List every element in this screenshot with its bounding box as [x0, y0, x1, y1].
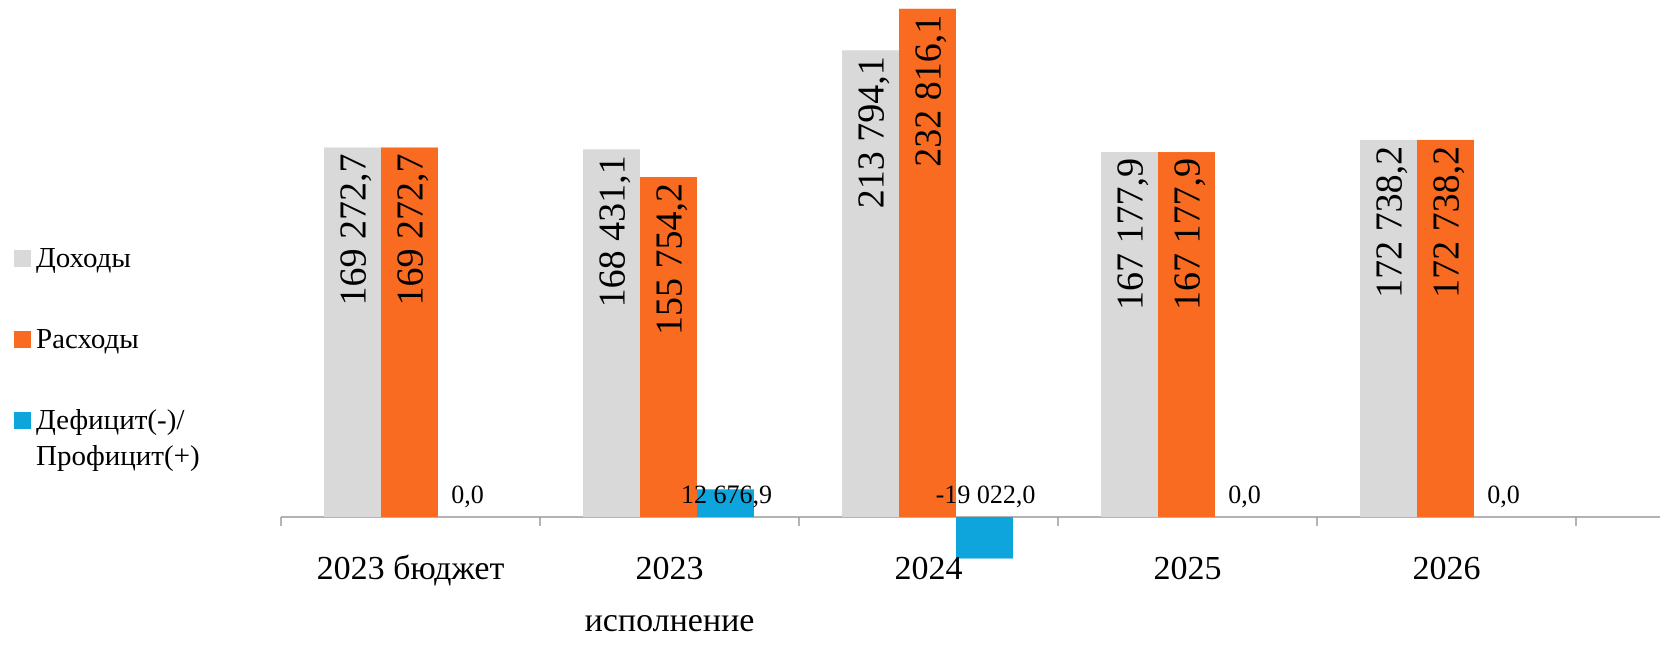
data-label: 213 794,1	[851, 56, 893, 208]
x-tick-label: 2025	[1154, 550, 1222, 587]
legend-label-balance: Дефицит(-)/ Профицит(+)	[36, 404, 200, 472]
legend-swatch-income	[14, 250, 31, 267]
legend-swatch-expenses	[14, 331, 31, 348]
data-label: 167 177,9	[1167, 158, 1209, 310]
bar-balance	[956, 517, 1013, 559]
data-label: 169 272,7	[333, 153, 375, 305]
legend-swatch-balance	[14, 412, 31, 429]
x-tick-label: 2026	[1413, 550, 1481, 587]
data-label: 0,0	[1487, 480, 1520, 509]
bar-expenses	[899, 8, 956, 518]
data-label: 12 676,9	[681, 480, 772, 509]
legend: Доходы Расходы Дефицит(-)/ Профицит(+)	[14, 240, 284, 519]
bar-income	[324, 147, 381, 517]
x-tick-label: 2023	[636, 550, 704, 587]
data-label: 0,0	[451, 480, 484, 509]
data-label: -19 022,0	[936, 480, 1036, 509]
data-label: 169 272,7	[390, 153, 432, 305]
data-label: 167 177,9	[1110, 158, 1152, 310]
bar-income	[583, 149, 640, 517]
data-label: 168 431,1	[592, 155, 634, 307]
bar-income	[1101, 152, 1158, 517]
data-label: 155 754,2	[649, 183, 691, 335]
data-label: 232 816,1	[908, 15, 950, 167]
bar-expenses	[640, 176, 697, 517]
bar-balance	[697, 489, 754, 517]
data-label: 172 738,2	[1369, 146, 1411, 298]
bar-income	[1360, 139, 1417, 517]
bar-income	[842, 50, 899, 518]
bar-expenses	[1158, 152, 1215, 517]
legend-label-expenses: Расходы	[36, 323, 139, 355]
legend-item-balance: Дефицит(-)/ Профицит(+)	[14, 402, 284, 474]
legend-item-expenses: Расходы	[14, 321, 284, 357]
x-tick-label: 2024	[895, 550, 963, 587]
data-label: 172 738,2	[1426, 146, 1468, 298]
legend-label-income: Доходы	[36, 242, 131, 274]
x-tick-label: исполнение	[585, 602, 755, 639]
x-tick-label: 2023 бюджет	[317, 550, 505, 587]
bar-expenses	[381, 147, 438, 517]
bar-expenses	[1417, 139, 1474, 517]
legend-item-income: Доходы	[14, 240, 284, 276]
data-label: 0,0	[1228, 480, 1261, 509]
